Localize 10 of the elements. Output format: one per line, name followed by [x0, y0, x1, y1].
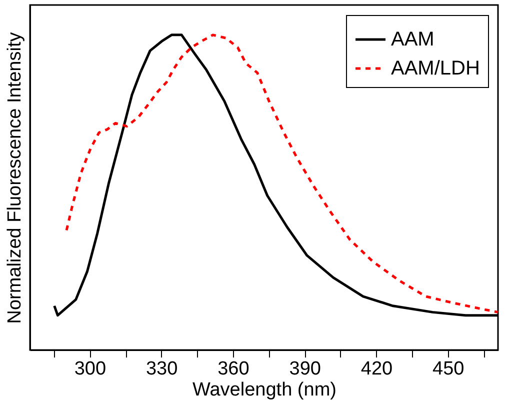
x-axis-title: Wavelength (nm) — [192, 380, 336, 400]
x-tick-label: 330 — [146, 358, 178, 380]
x-tick-label: 420 — [360, 358, 393, 380]
x-tick-label: 300 — [74, 358, 106, 380]
x-tick-label: 360 — [218, 358, 250, 380]
legend-label: AAM — [391, 28, 434, 50]
legend-label: AAM/LDH — [391, 58, 480, 80]
y-axis-title: Normalized Fluorescence Intensity — [4, 32, 26, 324]
x-tick-label: 450 — [432, 358, 464, 380]
x-tick-label: 390 — [289, 358, 321, 380]
